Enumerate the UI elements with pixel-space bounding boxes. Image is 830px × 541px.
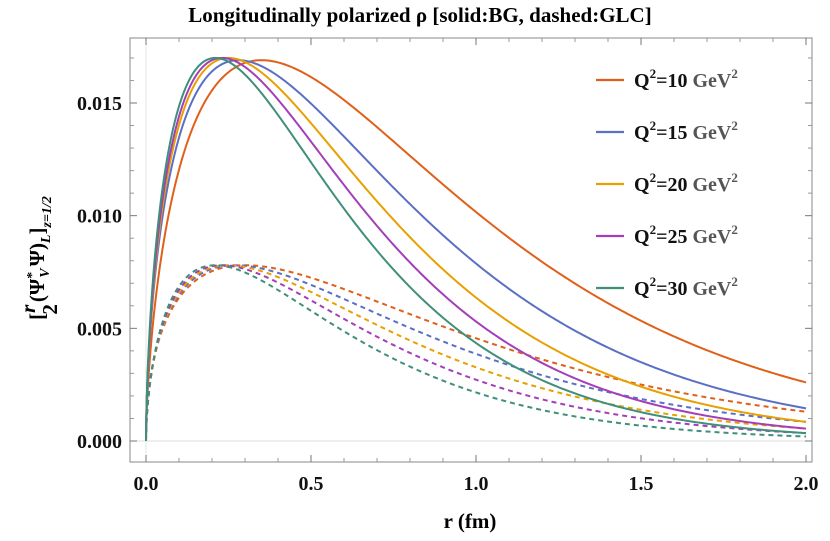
y-tick-label: 0.010 xyxy=(77,206,122,228)
series-25-solid-line xyxy=(145,56,807,442)
legend-label-10: Q2=10 GeV2 xyxy=(634,66,738,92)
series-10-dashed-line xyxy=(145,264,807,442)
y-tick-label: 0.000 xyxy=(77,431,122,453)
series-15-solid-line xyxy=(145,59,807,442)
series-30-dashed-line xyxy=(145,264,807,442)
x-tick-label: 0.5 xyxy=(299,473,324,495)
series-25-dashed-line xyxy=(145,264,807,442)
series-30-solid-line xyxy=(145,56,807,442)
legend-label-25: Q2=25 GeV2 xyxy=(634,222,738,248)
plot-frame xyxy=(129,37,813,463)
x-tick-label: 2.0 xyxy=(794,473,819,495)
chart-title: Longitudinally polarized ρ [solid:BG, da… xyxy=(188,3,651,27)
legend: Q2=10 GeV2 Q2=15 GeV2 Q2=20 GeV2 Q2=25 GeV2… xyxy=(596,66,738,300)
x-tick-label: 1.5 xyxy=(629,473,654,495)
grid xyxy=(130,38,812,462)
series-20-solid-line xyxy=(145,56,807,442)
series-layer xyxy=(145,56,807,442)
y-axis-label-text: [r2(Ψ*VΨ)L]z=1/2 xyxy=(16,196,62,320)
legend-label-15: Q2=15 GeV2 xyxy=(634,118,738,144)
series-10-solid-line xyxy=(145,59,807,442)
plot-border xyxy=(129,37,813,463)
x-axis-label: r (fm) xyxy=(444,509,497,533)
y-axis-label-group: [r2(Ψ*VΨ)L]z=1/2 xyxy=(16,196,62,320)
y-axis-label: [r2(Ψ*VΨ)L]z=1/2 xyxy=(16,196,62,320)
x-tick-label: 1.0 xyxy=(464,473,489,495)
ticks: 0.0 0.5 1.0 1.5 2.0 0.000 0.005 0.010 0.015 xyxy=(77,38,819,495)
series-20-dashed-line xyxy=(145,264,807,442)
legend-label-20: Q2=20 GeV2 xyxy=(634,170,738,196)
x-tick-label: 0.0 xyxy=(134,473,159,495)
y-tick-label: 0.015 xyxy=(77,93,122,115)
series-15-dashed-line xyxy=(145,264,807,442)
y-tick-label: 0.005 xyxy=(77,318,122,340)
legend-label-30: Q2=30 GeV2 xyxy=(634,274,738,300)
